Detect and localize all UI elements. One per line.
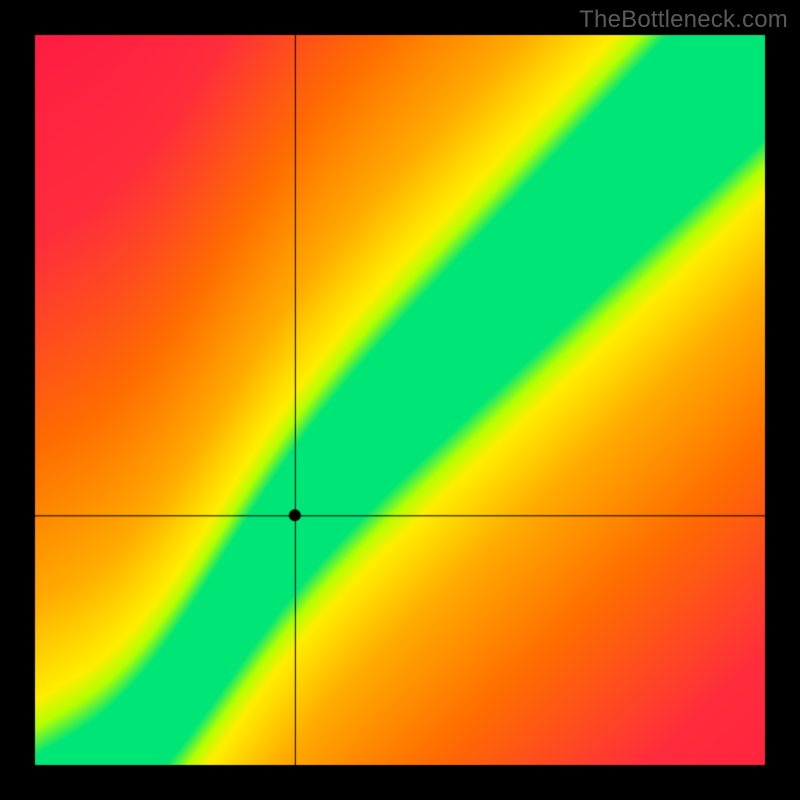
watermark-text: TheBottleneck.com [579,6,788,34]
chart-container: TheBottleneck.com [0,0,800,800]
heatmap-canvas [0,0,800,800]
